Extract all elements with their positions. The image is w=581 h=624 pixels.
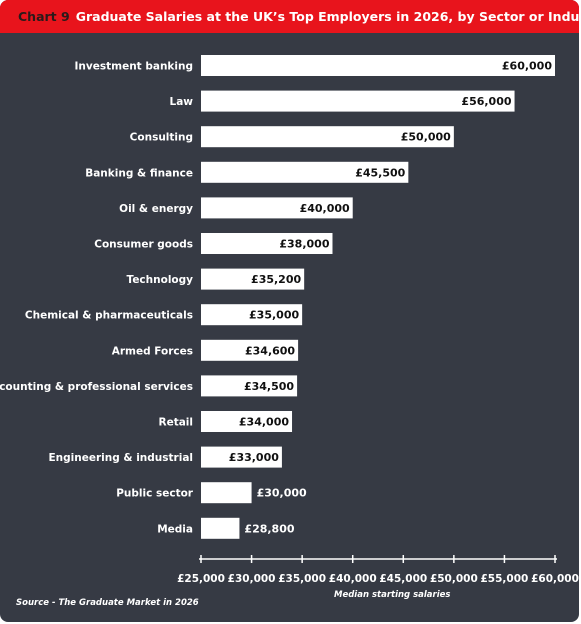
value-label: £30,000: [257, 487, 307, 500]
category-label: Armed Forces: [112, 345, 193, 357]
source-note: Source - The Graduate Market in 2026: [16, 598, 199, 608]
category-label: Accounting & professional services: [0, 381, 193, 393]
category-label: Media: [157, 523, 193, 535]
bar: [201, 126, 454, 148]
value-label: £34,600: [245, 344, 295, 357]
value-label: £60,000: [502, 60, 552, 73]
x-tick-label: £60,000: [531, 573, 579, 585]
bar: [201, 411, 293, 432]
bar: [201, 268, 305, 290]
x-axis-label: Median starting salaries: [334, 590, 451, 600]
value-label: £38,000: [279, 238, 329, 251]
x-tick-label: £55,000: [481, 573, 529, 585]
x-tick-label: £30,000: [228, 573, 276, 585]
value-label: £33,000: [229, 451, 279, 464]
value-label: £50,000: [401, 131, 451, 144]
bar: [201, 482, 252, 504]
value-label: £45,500: [355, 166, 405, 179]
value-label: £40,000: [300, 202, 350, 215]
x-tick-label: £45,000: [379, 573, 427, 585]
chart-header: Chart 9 Graduate Salaries at the UK’s To…: [0, 0, 579, 33]
category-label: Technology: [127, 274, 194, 286]
category-label: Banking & finance: [85, 167, 193, 179]
chart-number: Chart 9: [18, 9, 70, 24]
bar: [201, 90, 515, 112]
category-label: Public sector: [116, 488, 194, 500]
category-label: Investment banking: [75, 61, 193, 73]
bar: [201, 197, 353, 219]
x-tick-label: £40,000: [329, 573, 377, 585]
bar: [201, 446, 282, 468]
category-label: Retail: [158, 417, 193, 429]
category-label: Law: [170, 96, 194, 108]
value-label: £28,800: [244, 522, 294, 535]
bar: [201, 55, 555, 76]
category-label: Engineering & industrial: [48, 452, 193, 464]
bar: [201, 517, 240, 539]
value-label: £35,000: [249, 309, 299, 322]
value-label: £35,200: [251, 273, 301, 286]
bar: [201, 339, 299, 361]
category-label: Consumer goods: [94, 239, 193, 251]
bar: [201, 304, 303, 326]
chart-title: Graduate Salaries at the UK’s Top Employ…: [75, 9, 579, 24]
category-label: Consulting: [130, 132, 193, 144]
bar: [201, 233, 333, 254]
value-label: £34,000: [239, 416, 289, 429]
value-label: £56,000: [461, 95, 511, 108]
category-label: Chemical & pharmaceuticals: [25, 310, 193, 322]
x-tick-label: £35,000: [278, 573, 326, 585]
bar: [201, 161, 409, 183]
category-label: Oil & energy: [119, 203, 193, 215]
x-tick-label: £25,000: [177, 573, 225, 585]
x-tick-label: £50,000: [430, 573, 478, 585]
bar: [201, 375, 298, 397]
value-label: £34,500: [244, 380, 294, 393]
